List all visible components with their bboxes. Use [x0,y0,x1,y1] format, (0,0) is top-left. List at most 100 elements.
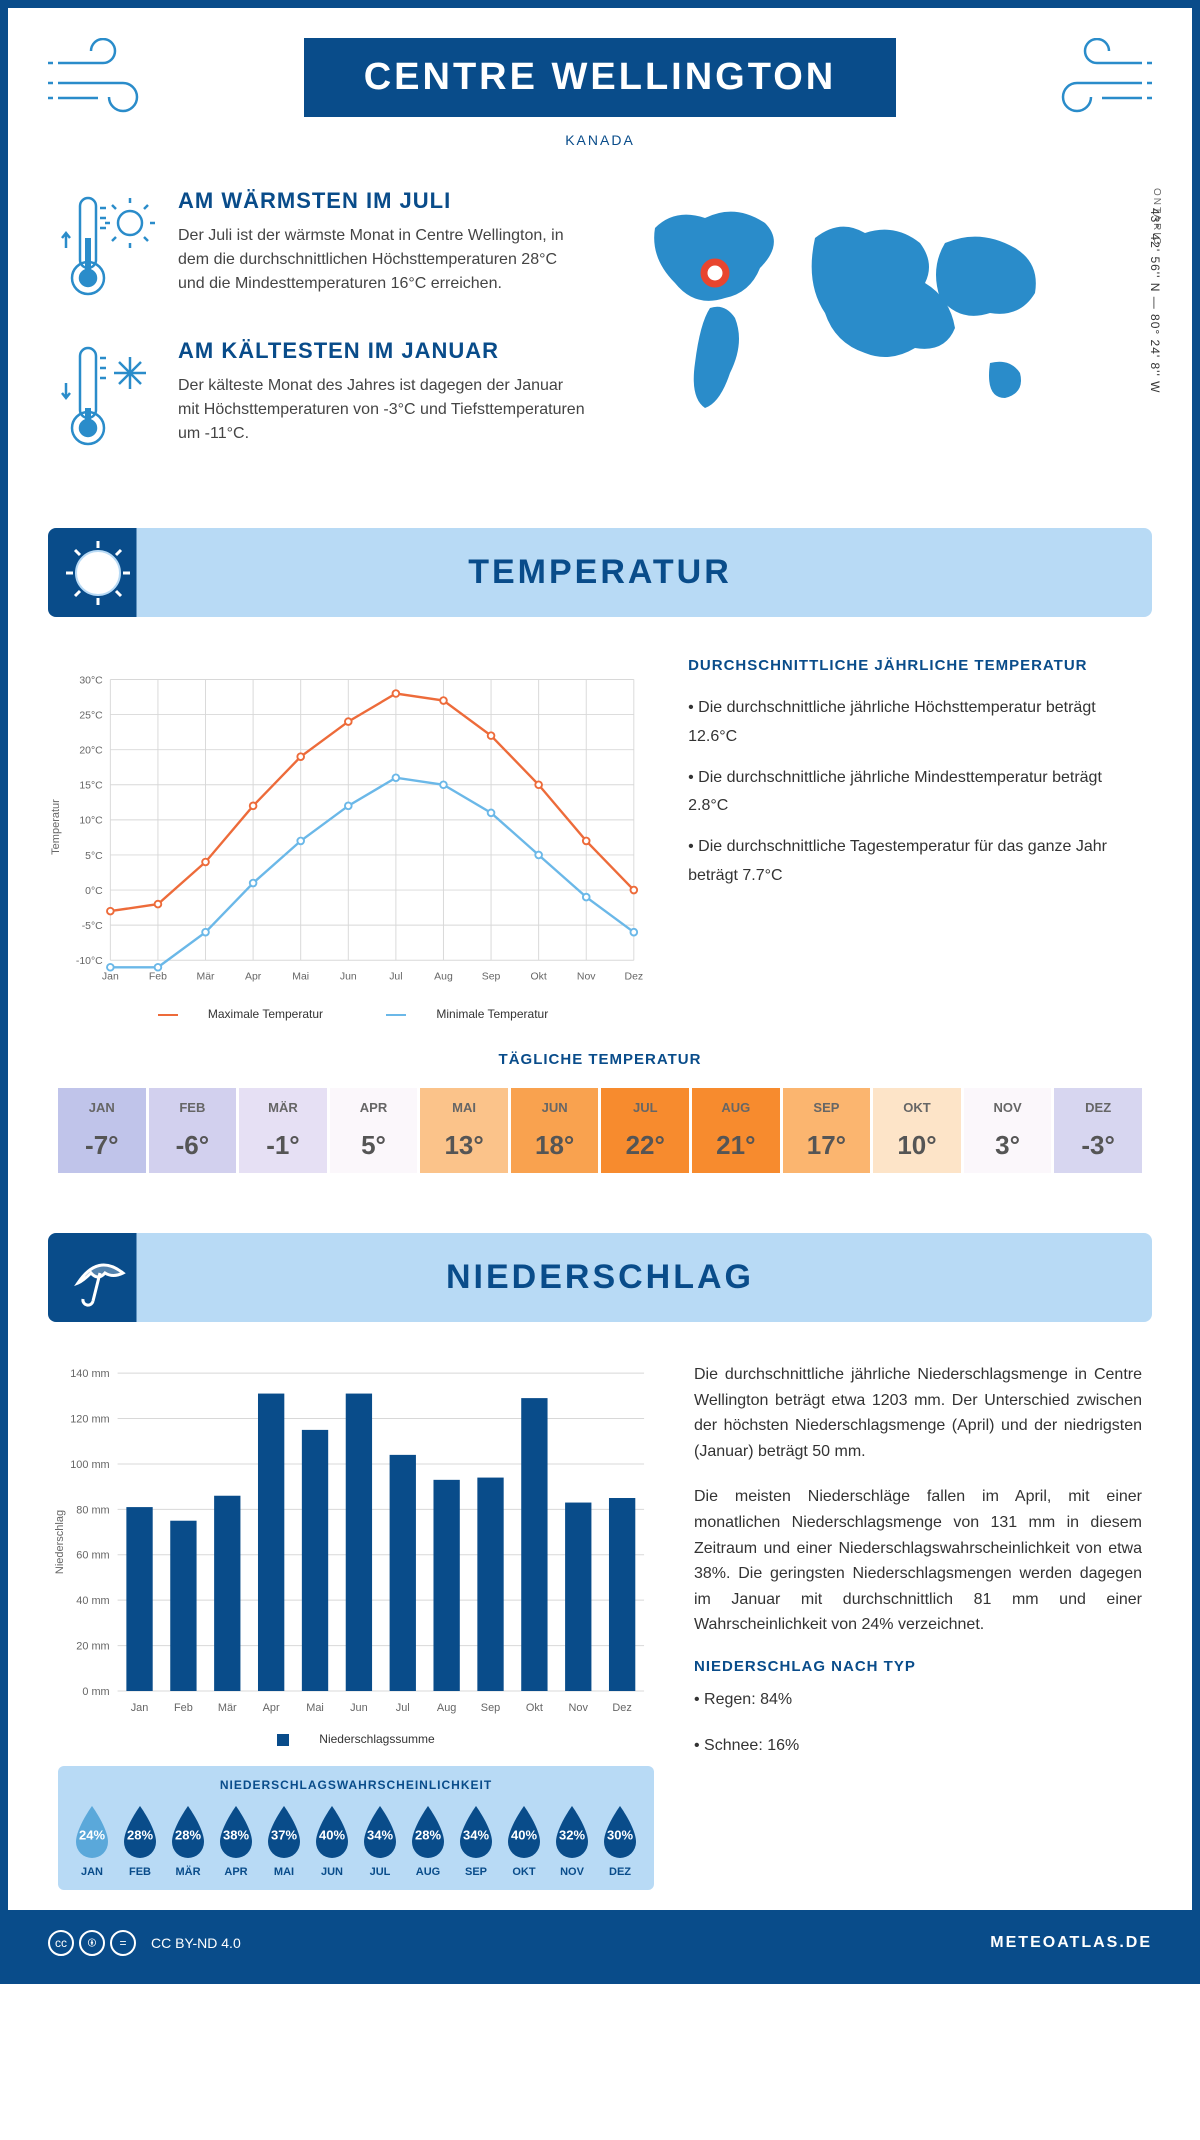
daily-temp-cell: FEB-6° [149,1088,237,1173]
prob-drop-cell: 37% MAI [262,1804,306,1878]
svg-text:60 mm: 60 mm [76,1550,109,1562]
svg-text:120 mm: 120 mm [70,1414,109,1426]
infographic-page: CENTRE WELLINGTON KANADA [0,0,1200,1984]
temperature-section-header: TEMPERATUR [48,528,1152,617]
svg-text:Feb: Feb [174,1702,193,1714]
prob-heading: NIEDERSCHLAGSWAHRSCHEINLICHKEIT [70,1778,642,1792]
prob-drop-cell: 30% DEZ [598,1804,642,1878]
svg-text:Sep: Sep [481,1702,500,1714]
svg-text:20°C: 20°C [79,745,103,756]
prob-drop-cell: 24% JAN [70,1804,114,1878]
avg-temp-heading: DURCHSCHNITTLICHE JÄHRLICHE TEMPERATUR [688,657,1142,674]
temp-bullet: • Die durchschnittliche jährliche Höchst… [688,694,1142,752]
svg-text:Nov: Nov [577,971,596,982]
svg-text:Jul: Jul [389,971,402,982]
svg-text:140 mm: 140 mm [70,1368,109,1380]
precipitation-bar-chart: Niederschlag 0 mm20 mm40 mm60 mm80 mm100… [58,1362,654,1722]
warmest-heading: AM WÄRMSTEN IM JULI [178,188,585,214]
intro-section: AM WÄRMSTEN IM JULI Der Juli ist der wär… [8,158,1192,508]
daily-temp-cell: MÄR-1° [239,1088,327,1173]
by-icon: 🅯 [79,1930,105,1956]
brand: METEOATLAS.DE [990,1934,1152,1952]
svg-text:-5°C: -5°C [82,921,103,932]
svg-text:Mai: Mai [292,971,309,982]
svg-text:15°C: 15°C [79,781,103,792]
prob-drop-cell: 40% JUN [310,1804,354,1878]
precip-legend: Niederschlagssumme [58,1732,654,1746]
daily-temp-cell: JUN18° [511,1088,599,1173]
license-text: CC BY-ND 4.0 [151,1935,241,1951]
svg-text:0°C: 0°C [85,886,103,897]
precip-type-heading: NIEDERSCHLAG NACH TYP [694,1658,1142,1675]
svg-text:Jun: Jun [340,971,357,982]
precipitation-section-header: NIEDERSCHLAG [48,1233,1152,1322]
svg-text:Jun: Jun [350,1702,368,1714]
prob-drop-cell: 32% NOV [550,1804,594,1878]
thermometer-snow-icon [58,338,158,458]
temp-legend: Maximale Temperatur Minimale Temperatur [58,1007,648,1021]
svg-text:30°C: 30°C [79,675,103,686]
wind-icon [1042,38,1152,128]
svg-text:25°C: 25°C [79,710,103,721]
prob-drop-cell: 28% MÄR [166,1804,210,1878]
temperature-line-chart: Temperatur -10°C-5°C0°C5°C10°C15°C20°C25… [58,657,648,997]
svg-text:Feb: Feb [149,971,167,982]
precip-type-bullet: • Schnee: 16% [694,1733,1142,1759]
svg-text:Apr: Apr [263,1702,280,1714]
country-label: KANADA [48,132,1152,148]
prob-drop-cell: 34% JUL [358,1804,402,1878]
thermometer-sun-icon [58,188,158,308]
svg-text:Apr: Apr [245,971,262,982]
warmest-fact: AM WÄRMSTEN IM JULI Der Juli ist der wär… [58,188,585,308]
cc-icons: cc 🅯 = [48,1930,136,1956]
svg-text:40 mm: 40 mm [76,1595,109,1607]
svg-text:Dez: Dez [625,971,644,982]
prob-drop-cell: 40% OKT [502,1804,546,1878]
daily-temp-cell: MAI13° [420,1088,508,1173]
svg-text:0 mm: 0 mm [82,1686,109,1698]
svg-text:Mai: Mai [306,1702,324,1714]
daily-temp-cell: JUL22° [601,1088,689,1173]
umbrella-icon [63,1243,133,1313]
temperature-section: Temperatur -10°C-5°C0°C5°C10°C15°C20°C25… [8,637,1192,1041]
precipitation-probability-panel: NIEDERSCHLAGSWAHRSCHEINLICHKEIT 24% JAN … [58,1766,654,1890]
prob-drop-cell: 28% AUG [406,1804,450,1878]
precipitation-heading: NIEDERSCHLAG [48,1258,1152,1297]
precip-paragraph: Die meisten Niederschläge fallen im Apri… [694,1484,1142,1638]
temp-bullet: • Die durchschnittliche Tagestemperatur … [688,833,1142,891]
svg-text:Aug: Aug [437,1702,456,1714]
footer: cc 🅯 = CC BY-ND 4.0 METEOATLAS.DE [8,1910,1192,1976]
daily-temp-heading: TÄGLICHE TEMPERATUR [58,1051,1142,1068]
precip-paragraph: Die durchschnittliche jährliche Niedersc… [694,1362,1142,1464]
svg-text:Jul: Jul [396,1702,410,1714]
svg-text:80 mm: 80 mm [76,1504,109,1516]
svg-text:Okt: Okt [531,971,547,982]
precip-y-axis-label: Niederschlag [54,1510,66,1574]
header: CENTRE WELLINGTON KANADA [8,8,1192,158]
prob-drop-cell: 28% FEB [118,1804,162,1878]
temp-y-axis-label: Temperatur [50,799,62,855]
coldest-text: Der kälteste Monat des Jahres ist dagege… [178,374,585,446]
page-title: CENTRE WELLINGTON [304,38,897,117]
svg-text:Jan: Jan [102,971,119,982]
prob-drop-cell: 38% APR [214,1804,258,1878]
svg-text:Jan: Jan [131,1702,149,1714]
svg-text:Dez: Dez [612,1702,631,1714]
daily-temp-cell: JAN-7° [58,1088,146,1173]
daily-temp-cell: OKT10° [873,1088,961,1173]
wind-icon [48,38,158,128]
coldest-heading: AM KÄLTESTEN IM JANUAR [178,338,585,364]
svg-text:10°C: 10°C [79,816,103,827]
temp-bullet: • Die durchschnittliche jährliche Mindes… [688,764,1142,822]
svg-text:Aug: Aug [434,971,453,982]
cc-icon: cc [48,1930,74,1956]
daily-temp-cell: NOV3° [964,1088,1052,1173]
warmest-text: Der Juli ist der wärmste Monat in Centre… [178,224,585,296]
coordinates: 43° 42' 56'' N — 80° 24' 8'' W [1148,208,1162,393]
svg-text:Sep: Sep [482,971,501,982]
precipitation-section: Niederschlag 0 mm20 mm40 mm60 mm80 mm100… [8,1342,1192,1910]
coldest-fact: AM KÄLTESTEN IM JANUAR Der kälteste Mona… [58,338,585,458]
daily-temperature: TÄGLICHE TEMPERATUR JAN-7°FEB-6°MÄR-1°AP… [8,1041,1192,1213]
daily-temp-cell: AUG21° [692,1088,780,1173]
daily-temp-cell: APR5° [330,1088,418,1173]
